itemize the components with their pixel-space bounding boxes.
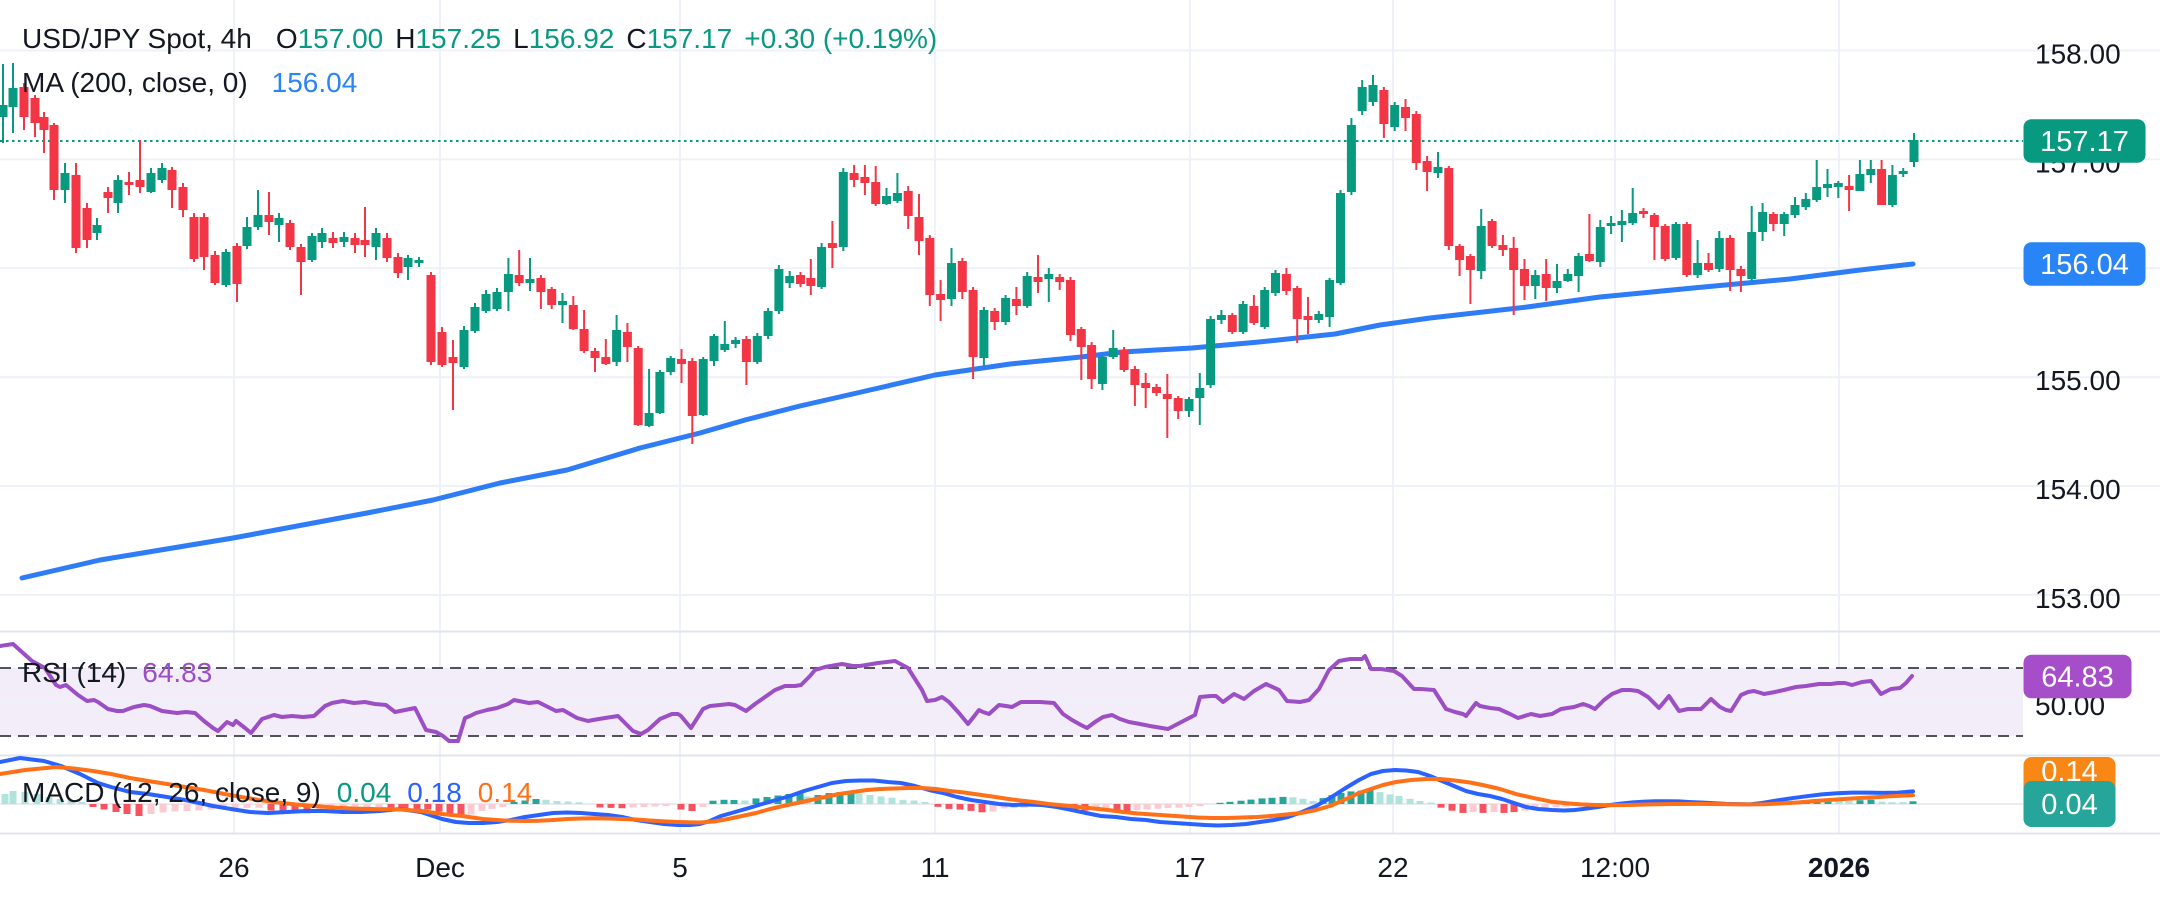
svg-text:0.04: 0.04 bbox=[2041, 789, 2097, 821]
svg-text:153.00: 153.00 bbox=[2035, 583, 2121, 614]
svg-text:MA (200, close, 0)156.04: MA (200, close, 0) 156.04 bbox=[22, 67, 357, 98]
svg-text:5: 5 bbox=[672, 852, 688, 883]
svg-text:Dec: Dec bbox=[415, 852, 465, 883]
svg-text:MACD (12, 26, close, 9)0.040.1: MACD (12, 26, close, 9) 0.04 0.18 0.14 bbox=[22, 777, 532, 808]
svg-text:17: 17 bbox=[1174, 852, 1205, 883]
svg-text:22: 22 bbox=[1377, 852, 1408, 883]
svg-text:12:00: 12:00 bbox=[1580, 852, 1650, 883]
svg-text:11: 11 bbox=[920, 852, 949, 883]
svg-text:157.17: 157.17 bbox=[2040, 126, 2129, 158]
svg-text:154.00: 154.00 bbox=[2035, 474, 2121, 505]
svg-text:2026: 2026 bbox=[1808, 852, 1870, 883]
svg-text:155.00: 155.00 bbox=[2035, 365, 2121, 396]
svg-text:64.83: 64.83 bbox=[2041, 662, 2114, 694]
svg-text:158.00: 158.00 bbox=[2035, 39, 2121, 70]
svg-text:156.04: 156.04 bbox=[2040, 249, 2129, 281]
svg-text:26: 26 bbox=[218, 852, 249, 883]
svg-text:RSI (14)64.83: RSI (14) 64.83 bbox=[22, 657, 212, 688]
